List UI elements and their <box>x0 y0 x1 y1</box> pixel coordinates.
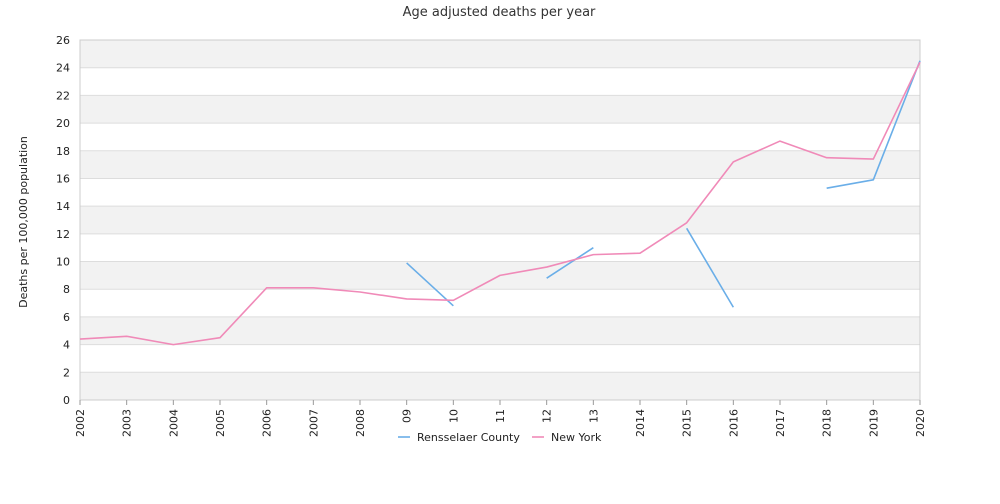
x-tick-label: 2004 <box>167 409 180 437</box>
grid-band <box>80 206 920 234</box>
legend-label: New York <box>551 431 602 444</box>
grid-band <box>80 372 920 400</box>
x-tick-label: 10 <box>447 409 460 423</box>
y-tick-label: 6 <box>63 311 70 324</box>
chart-title: Age adjusted deaths per year <box>403 5 596 20</box>
grid-band <box>80 233 920 262</box>
series-lines <box>79 60 921 346</box>
grid-band <box>80 289 920 317</box>
y-tick-label: 18 <box>56 145 70 158</box>
x-tick-label: 2015 <box>681 409 694 437</box>
grid-bands <box>80 40 920 400</box>
series-line-segment <box>406 262 454 307</box>
y-tick-label: 22 <box>56 89 70 102</box>
grid-band <box>80 40 920 68</box>
grid-band <box>80 316 920 345</box>
x-tick-label: 2018 <box>821 409 834 437</box>
x-tick-label: 2014 <box>634 409 647 437</box>
legend: Rensselaer County New York <box>398 431 602 444</box>
x-axis-ticks: 2002 2003 2004 2005 2006 2007 2008 09 10 11 12 13 20… <box>74 400 927 437</box>
grid-lines <box>79 39 921 401</box>
x-tick-label: 2006 <box>261 409 274 437</box>
x-tick-label: 2005 <box>214 409 227 437</box>
x-tick-label: 2016 <box>727 409 740 437</box>
y-tick-label: 12 <box>56 228 70 241</box>
x-tick-label: 2007 <box>307 409 320 437</box>
series-line-segment <box>79 61 921 346</box>
grid-band <box>80 67 920 96</box>
series-line-segment <box>685 227 735 308</box>
x-tick-label: 2003 <box>121 409 134 437</box>
series-rensselaer-county <box>406 60 921 308</box>
x-tick-label: 13 <box>587 409 600 423</box>
grid-band <box>80 178 920 207</box>
x-tick-label: 2002 <box>74 409 87 437</box>
x-tick-label: 09 <box>401 409 414 423</box>
y-tick-label: 10 <box>56 256 70 269</box>
x-tick-label: 2017 <box>774 409 787 437</box>
legend-label: Rensselaer County <box>417 431 520 444</box>
y-tick-label: 8 <box>63 283 70 296</box>
y-tick-label: 26 <box>56 34 70 47</box>
y-tick-label: 2 <box>63 366 70 379</box>
y-tick-label: 24 <box>56 62 70 75</box>
y-tick-label: 4 <box>63 339 70 352</box>
y-axis-label: Deaths per 100,000 population <box>17 136 30 308</box>
series-line-segment <box>546 247 594 279</box>
x-tick-label: 11 <box>494 409 507 423</box>
series-new-york <box>79 61 921 346</box>
y-tick-label: 0 <box>63 394 70 407</box>
grid-band <box>80 95 920 124</box>
x-tick-label: 2019 <box>867 409 880 437</box>
grid-band <box>80 344 920 373</box>
series-line-segment <box>826 60 921 189</box>
x-tick-label: 12 <box>541 409 554 423</box>
x-tick-label: 2020 <box>914 409 927 437</box>
grid-band <box>80 123 920 151</box>
grid-band <box>80 150 920 179</box>
x-tick-label: 2008 <box>354 409 367 437</box>
y-tick-label: 16 <box>56 172 70 185</box>
y-tick-label: 14 <box>56 200 70 213</box>
y-tick-label: 20 <box>56 117 70 130</box>
